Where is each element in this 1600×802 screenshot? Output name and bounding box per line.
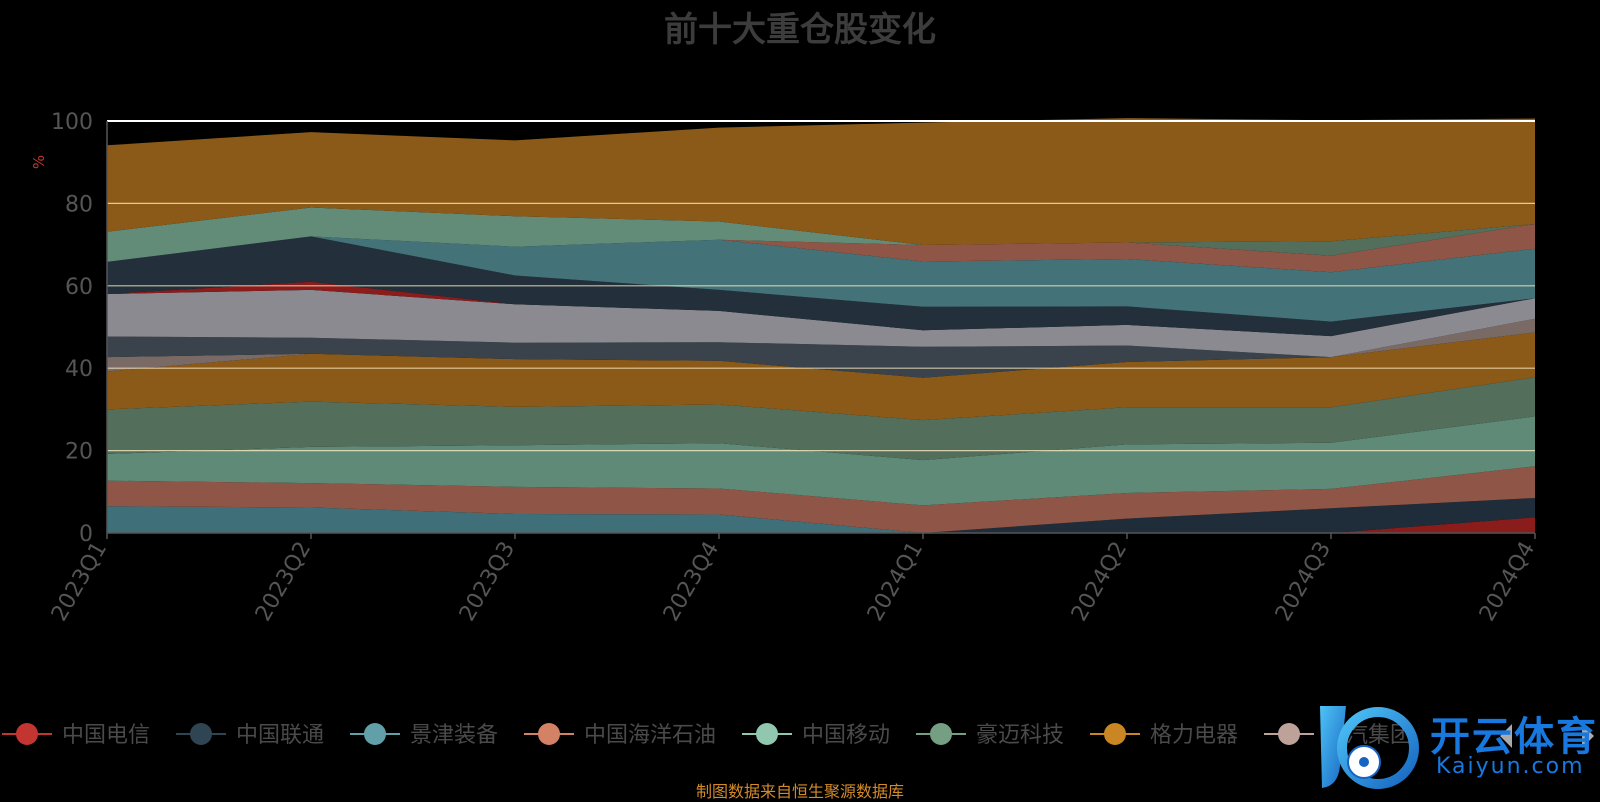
legend-label: 豪迈科技 [976, 723, 1064, 748]
x-tick-label: 2024Q4 [1475, 538, 1540, 626]
legend-marker [756, 723, 778, 745]
area-series-9 [107, 289, 1535, 358]
legend-marker [538, 723, 560, 745]
area-series-3 [107, 466, 1535, 533]
y-axis-label: % [30, 155, 48, 169]
y-tick-label: 80 [65, 192, 93, 217]
legend-marker [16, 723, 38, 745]
legend-label: 中国联通 [236, 723, 324, 748]
x-tick-label: 2023Q4 [659, 538, 724, 626]
legend-marker [364, 723, 386, 745]
legend-item[interactable]: 景津装备 [350, 723, 498, 748]
area-series-15 [107, 207, 1535, 256]
x-tick-label: 2023Q1 [47, 538, 112, 626]
x-tick-label: 2024Q2 [1067, 538, 1132, 626]
data-source-note: 制图数据来自恒生聚源数据库 [695, 782, 904, 801]
area-series-14 [107, 207, 1535, 262]
legend-marker [1104, 723, 1126, 745]
area-series-12 [107, 236, 1535, 322]
legend-item[interactable]: 中国移动 [742, 723, 890, 748]
y-tick-label: 60 [65, 275, 93, 300]
y-tick-label: 100 [51, 110, 93, 135]
y-tick-label: 40 [65, 357, 93, 382]
watermark-logo: 开云体育 Kaiyun.com [1312, 696, 1600, 796]
watermark-brand: 开云体育 [1430, 714, 1598, 760]
legend-label: 格力电器 [1150, 723, 1238, 748]
area-series-11 [107, 236, 1535, 337]
area-layer [107, 118, 1535, 533]
area-series-10 [107, 281, 1535, 337]
legend-marker [1278, 723, 1300, 745]
area-series-1 [107, 498, 1535, 533]
y-tick-label: 0 [79, 522, 93, 547]
legend-item[interactable]: 中国联通 [176, 723, 324, 748]
legend-label: 景津装备 [410, 723, 498, 748]
grid-layer [107, 120, 1535, 452]
area-series-8 [107, 318, 1535, 378]
legend-item[interactable]: 豪迈科技 [916, 723, 1064, 748]
area-series-5 [107, 377, 1535, 461]
legend-marker [190, 723, 212, 745]
area-series-0 [107, 517, 1535, 533]
area-series-6 [107, 332, 1535, 421]
y-tick-label: 20 [65, 440, 93, 465]
legend-item[interactable]: 中国海洋石油 [524, 723, 716, 748]
legend-item[interactable]: 中国电信 [2, 723, 150, 748]
legend: 中国电信 中国联通 景津装备 中国海洋石油 中国移动 豪迈科技 格力电器 上汽集团 [2, 723, 1594, 748]
legend-item[interactable]: 格力电器 [1090, 723, 1238, 748]
chart-title: 前十大重仓股变化 [664, 10, 936, 50]
legend-label: 中国电信 [62, 723, 150, 748]
area-series-16 [107, 118, 1535, 245]
watermark-sub: Kaiyun.com [1436, 754, 1585, 779]
legend-label: 中国海洋石油 [584, 723, 716, 748]
logo-ball-icon [1320, 706, 1419, 789]
legend-prev-icon[interactable] [1500, 724, 1512, 748]
area-series-13 [107, 224, 1535, 273]
legend-marker [930, 723, 952, 745]
legend-next-icon[interactable] [1582, 724, 1594, 748]
x-tick-label: 2023Q3 [455, 538, 520, 626]
area-series-2 [107, 498, 1535, 533]
legend-label: 中国移动 [802, 723, 890, 748]
x-tick-label: 2024Q3 [1271, 538, 1336, 626]
area-series-4 [107, 416, 1535, 506]
x-tick-label: 2024Q1 [863, 538, 928, 626]
x-tick-label: 2023Q2 [251, 538, 316, 626]
